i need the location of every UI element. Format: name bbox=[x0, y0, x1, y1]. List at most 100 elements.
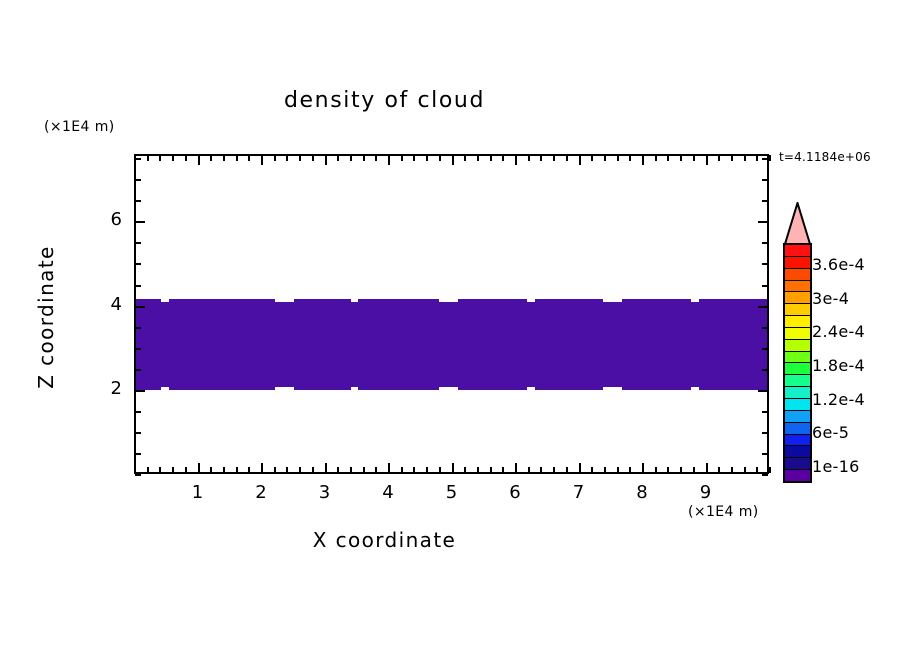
x-tick-top bbox=[337, 155, 340, 161]
y-tick bbox=[135, 305, 145, 308]
x-tick bbox=[616, 467, 619, 473]
y-tick-right bbox=[762, 158, 768, 161]
x-tick-top bbox=[616, 155, 619, 161]
x-tick-top bbox=[629, 155, 632, 161]
y-tick-right bbox=[762, 410, 768, 413]
colorbar-band-19 bbox=[785, 470, 810, 481]
colorbar[interactable] bbox=[783, 243, 812, 483]
x-tick-top bbox=[299, 155, 302, 161]
y-tick bbox=[135, 263, 141, 266]
x-tick bbox=[540, 467, 543, 473]
x-axis-title: X coordinate bbox=[312, 528, 457, 552]
x-tick-top bbox=[743, 155, 746, 161]
x-tick-top bbox=[172, 155, 175, 161]
y-tick bbox=[135, 452, 141, 455]
x-tick bbox=[591, 467, 594, 473]
x-tick bbox=[489, 467, 492, 473]
x-tick-top bbox=[159, 155, 162, 161]
y-tick-right bbox=[762, 284, 768, 287]
y-tick-right bbox=[762, 326, 768, 329]
x-tick-label-8: 8 bbox=[636, 482, 648, 503]
x-tick bbox=[718, 467, 721, 473]
x-tick-top bbox=[642, 155, 644, 165]
x-tick bbox=[146, 467, 149, 473]
y-tick-right bbox=[762, 368, 768, 371]
colorbar-band-4 bbox=[785, 292, 810, 305]
x-tick-top bbox=[400, 155, 403, 161]
y-tick-right bbox=[762, 200, 768, 203]
x-tick-label-9: 9 bbox=[699, 482, 712, 503]
x-tick-top bbox=[349, 155, 352, 161]
colorbar-band-14 bbox=[785, 410, 810, 423]
x-tick-top bbox=[578, 155, 581, 165]
x-tick-top bbox=[680, 155, 683, 161]
x-tick-top bbox=[426, 155, 429, 161]
x-tick-top bbox=[730, 155, 733, 161]
y-tick-right bbox=[758, 389, 768, 392]
x-tick-label-5: 5 bbox=[445, 482, 458, 503]
page-title: density of cloud bbox=[283, 88, 486, 113]
x-tick bbox=[248, 467, 251, 473]
x-tick-top bbox=[451, 155, 454, 165]
x-tick bbox=[299, 467, 302, 473]
x-tick-top bbox=[527, 155, 530, 161]
x-tick-top bbox=[464, 155, 467, 161]
x-tick bbox=[172, 467, 175, 473]
colorbar-band-13 bbox=[785, 398, 810, 411]
x-tick-label-4: 4 bbox=[382, 482, 394, 503]
x-tick bbox=[362, 467, 365, 473]
y-tick bbox=[135, 368, 141, 371]
y-tick bbox=[135, 474, 141, 476]
x-tick-top bbox=[286, 155, 289, 161]
x-tick bbox=[273, 467, 276, 473]
colorbar-band-9 bbox=[785, 351, 810, 364]
x-tick-top bbox=[413, 155, 416, 161]
y-tick-right bbox=[762, 263, 768, 266]
colorbar-band-8 bbox=[785, 339, 810, 352]
x-tick-top bbox=[197, 155, 200, 165]
y-tick bbox=[135, 158, 141, 161]
x-tick bbox=[159, 467, 162, 473]
x-tick bbox=[235, 467, 238, 473]
x-tick bbox=[667, 467, 670, 473]
x-tick-label-2: 2 bbox=[255, 482, 267, 503]
x-tick-top bbox=[222, 155, 225, 161]
colorbar-band-6 bbox=[785, 316, 810, 328]
y-tick-label-2: 2 bbox=[110, 377, 122, 399]
x-tick bbox=[680, 467, 683, 473]
y-tick-label-6: 6 bbox=[110, 209, 122, 231]
x-tick bbox=[553, 467, 556, 473]
x-tick-top bbox=[273, 155, 276, 161]
colorbar-label-1: 3e-4 bbox=[812, 288, 850, 308]
colorbar-band-16 bbox=[785, 434, 810, 447]
x-tick bbox=[464, 467, 467, 473]
colorbar-band-0 bbox=[785, 245, 810, 257]
y-axis-unit-label: (×1E4 m) bbox=[44, 119, 115, 135]
x-tick bbox=[184, 467, 187, 473]
y-tick bbox=[135, 242, 141, 245]
x-tick bbox=[388, 463, 390, 473]
x-tick bbox=[375, 467, 378, 473]
x-tick bbox=[756, 467, 759, 473]
colorbar-band-12 bbox=[785, 387, 810, 399]
y-tick-right bbox=[762, 452, 768, 455]
y-tick-right bbox=[762, 474, 768, 476]
x-tick-top bbox=[565, 155, 568, 161]
y-tick bbox=[135, 284, 141, 287]
x-axis-unit-label: (×1E4 m) bbox=[688, 504, 759, 520]
x-tick-top bbox=[769, 155, 771, 161]
x-tick-top bbox=[375, 155, 378, 161]
x-tick-top bbox=[756, 155, 759, 161]
x-tick bbox=[349, 467, 352, 473]
x-tick bbox=[515, 463, 517, 473]
x-tick bbox=[400, 467, 403, 473]
x-tick-top bbox=[362, 155, 365, 161]
x-tick bbox=[502, 467, 505, 473]
x-tick bbox=[603, 467, 606, 473]
colorbar-label-3: 1.8e-4 bbox=[812, 356, 866, 376]
x-tick-top bbox=[692, 155, 695, 161]
y-tick bbox=[135, 431, 141, 434]
x-tick-top bbox=[134, 155, 136, 161]
x-tick bbox=[337, 467, 340, 473]
cloud-layer-top-edge bbox=[136, 299, 767, 303]
